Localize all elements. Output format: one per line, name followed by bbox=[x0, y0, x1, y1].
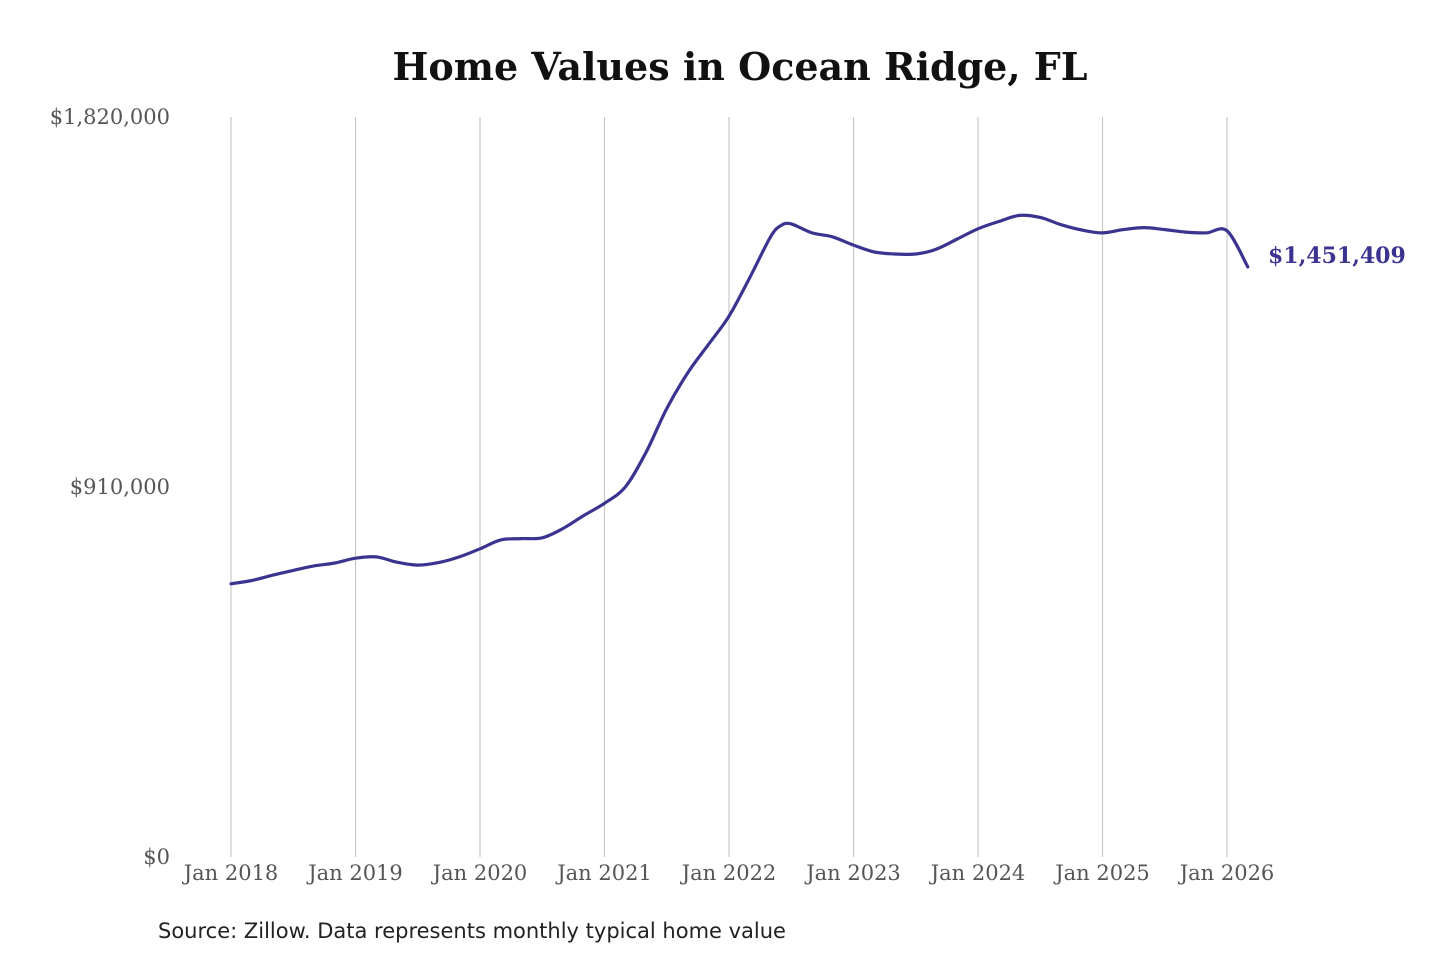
y-tick-label: $1,820,000 bbox=[50, 105, 170, 129]
x-tick-label: Jan 2024 bbox=[929, 861, 1026, 885]
y-tick-label: $0 bbox=[143, 845, 170, 869]
x-tick-label: Jan 2023 bbox=[804, 861, 901, 885]
chart-title: Home Values in Ocean Ridge, FL bbox=[392, 44, 1087, 89]
x-tick-label: Jan 2025 bbox=[1053, 861, 1150, 885]
x-axis: Jan 2018 Jan 2019 Jan 2020 Jan 2021 Jan 2022… bbox=[182, 861, 1275, 885]
x-tick-label: Jan 2019 bbox=[306, 861, 403, 885]
series-line bbox=[229, 213, 1250, 586]
x-tick-label: Jan 2020 bbox=[431, 861, 528, 885]
y-tick-label: $910,000 bbox=[70, 475, 170, 499]
x-tick-label: Jan 2018 bbox=[182, 861, 279, 885]
source-note: Source: Zillow. Data represents monthly … bbox=[158, 919, 786, 943]
end-value-label: $1,451,409 bbox=[1268, 243, 1406, 269]
x-tick-label: Jan 2021 bbox=[555, 861, 652, 885]
y-axis: $0 $910,000 $1,820,000 bbox=[50, 105, 170, 869]
grid-layer bbox=[230, 117, 1228, 857]
x-tick-label: Jan 2026 bbox=[1178, 861, 1275, 885]
series-layer bbox=[229, 213, 1250, 586]
x-tick-label: Jan 2022 bbox=[680, 861, 777, 885]
